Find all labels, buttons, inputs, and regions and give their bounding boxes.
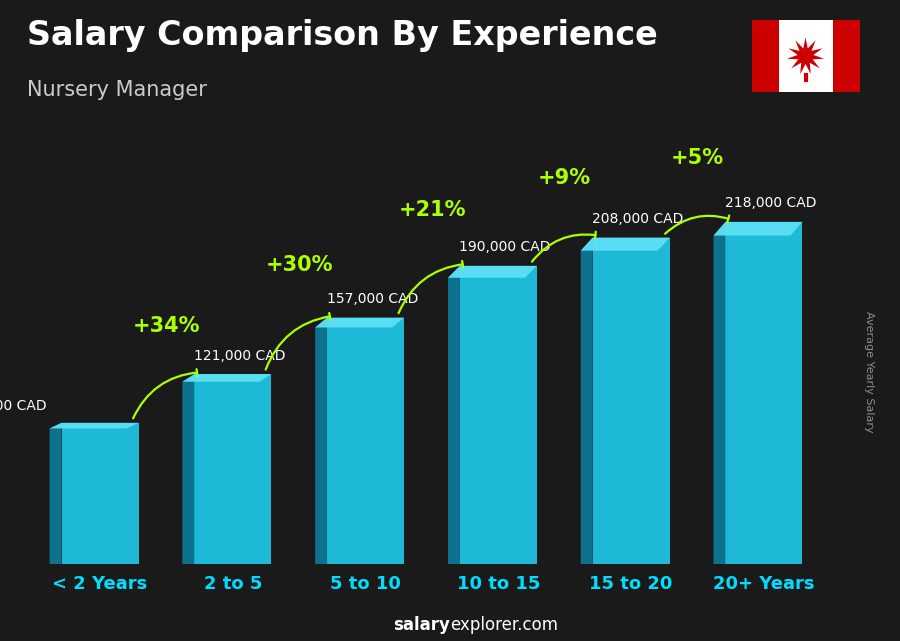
Text: 121,000 CAD: 121,000 CAD [194,349,285,363]
Polygon shape [183,374,271,382]
Polygon shape [315,318,404,328]
Text: +30%: +30% [266,255,333,276]
Text: +9%: +9% [538,167,591,188]
Bar [460,266,537,564]
Polygon shape [50,423,61,564]
Text: +34%: +34% [132,315,200,336]
Text: 157,000 CAD: 157,000 CAD [327,292,418,306]
Bar [725,222,803,564]
Polygon shape [183,374,194,564]
Bar [593,238,670,564]
Polygon shape [50,423,139,428]
Text: 190,000 CAD: 190,000 CAD [459,240,551,254]
Text: 90,000 CAD: 90,000 CAD [0,399,47,413]
Bar [194,374,271,564]
Bar [752,20,778,92]
Bar [778,20,832,92]
Text: Salary Comparison By Experience: Salary Comparison By Experience [27,19,658,52]
Text: +5%: +5% [671,148,724,168]
Bar [832,20,859,92]
Text: explorer.com: explorer.com [450,616,558,634]
Bar [61,423,139,564]
Polygon shape [787,37,824,74]
Polygon shape [315,318,327,564]
Polygon shape [448,266,537,278]
Bar [327,318,404,564]
Polygon shape [580,238,593,564]
Text: salary: salary [393,616,450,634]
Polygon shape [714,222,725,564]
Text: 218,000 CAD: 218,000 CAD [724,196,816,210]
Polygon shape [714,222,803,235]
Text: Average Yearly Salary: Average Yearly Salary [863,311,874,433]
Polygon shape [448,266,460,564]
Text: +21%: +21% [399,199,466,220]
Text: Nursery Manager: Nursery Manager [27,80,207,100]
Text: 208,000 CAD: 208,000 CAD [592,212,683,226]
Polygon shape [580,238,670,251]
